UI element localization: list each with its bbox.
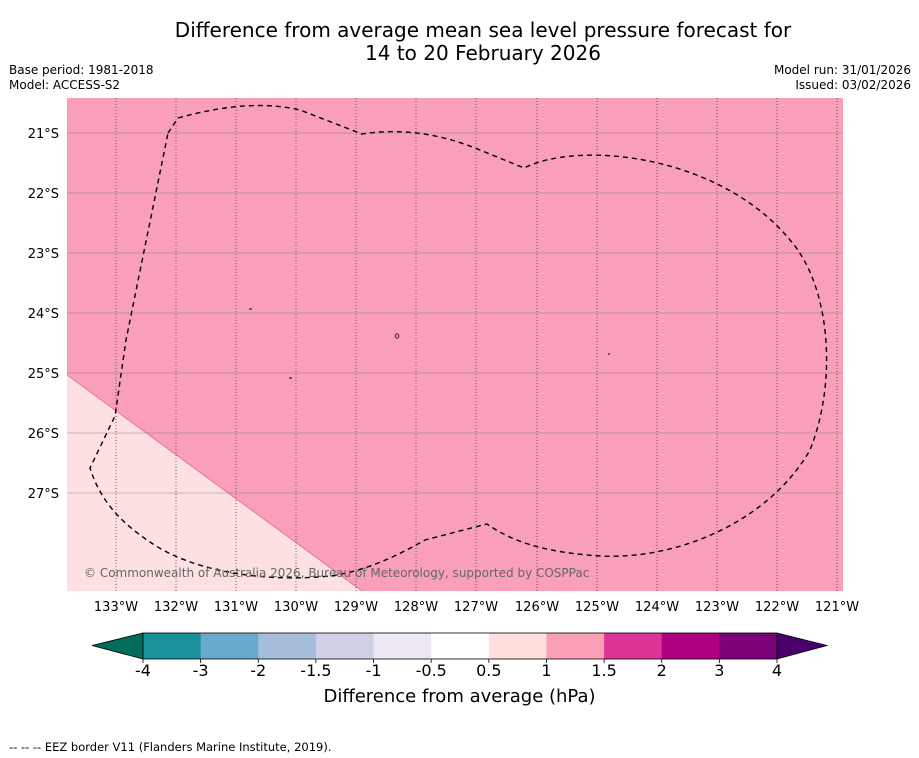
longitude-label: 124°W (635, 600, 679, 615)
meta-right: Model run: 31/01/2026 Issued: 03/02/2026 (774, 63, 911, 93)
colorbar-segment (258, 633, 317, 659)
latitude-label: 22°S (28, 187, 59, 202)
colorbar-tick-label: 1.5 (591, 661, 616, 680)
eez-legend-note: -- -- -- EEZ border V11 (Flanders Marine… (9, 740, 332, 754)
colorbar-tick-label: -2 (250, 661, 266, 680)
island-marker (394, 333, 400, 339)
map-area: © Commonwealth of Australia 2026, Bureau… (67, 98, 843, 591)
colorbar-tick-label: 4 (772, 661, 782, 680)
latitude-label: 25°S (28, 367, 59, 382)
title-line-1: Difference from average mean sea level p… (174, 18, 792, 42)
meta-left: Base period: 1981-2018 Model: ACCESS-S2 (9, 63, 154, 93)
model-run: Model run: 31/01/2026 (773, 63, 911, 77)
colorbar-tick-label: -1 (366, 661, 382, 680)
base-period: Base period: 1981-2018 (9, 63, 154, 77)
latitude-label: 21°S (28, 127, 59, 142)
colorbar: -4 -3 -2 -1.5 -1 -0.5 0.5 1 1.5 2 3 4 (91, 632, 829, 680)
colorbar-over-arrow (776, 632, 829, 660)
chart-title: Difference from average mean sea level p… (0, 19, 919, 65)
latitude-gridlines (67, 132, 843, 494)
longitude-label: 133°W (94, 600, 138, 615)
colorbar-segment (431, 633, 490, 659)
longitude-label: 122°W (755, 600, 799, 615)
longitude-label: 131°W (214, 600, 258, 615)
longitude-label: 121°W (815, 600, 859, 615)
colorbar-segment (200, 633, 259, 659)
colorbar-tick-label: -0.5 (416, 661, 447, 680)
title-line-2: 14 to 20 February 2026 (365, 41, 601, 65)
eez-border (89, 104, 828, 579)
colorbar-segment (604, 633, 663, 659)
longitude-label: 130°W (274, 600, 318, 615)
longitude-label: 127°W (454, 600, 498, 615)
colorbar-tick-label: 1 (541, 661, 551, 680)
copyright-text: © Commonwealth of Australia 2026, Bureau… (84, 566, 589, 580)
latitude-labels: 21°S 22°S 23°S 24°S 25°S 26°S 27°S (28, 127, 59, 502)
longitude-label: 128°W (394, 600, 438, 615)
latitude-label: 26°S (28, 427, 59, 442)
colorbar-tick-label: -1.5 (300, 661, 331, 680)
latitude-label: 24°S (28, 307, 59, 322)
model-name: Model: ACCESS-S2 (9, 78, 121, 92)
colorbar-segments (143, 633, 778, 659)
issued-date: Issued: 03/02/2026 (795, 78, 911, 92)
longitude-labels: 133°W 132°W 131°W 130°W 129°W 128°W 127°W 126°W… (94, 600, 859, 615)
colorbar-tick-labels: -4 -3 -2 -1.5 -1 -0.5 0.5 1 1.5 2 3 4 (135, 659, 782, 680)
colorbar-under-arrow (91, 632, 144, 660)
colorbar-segment (373, 633, 432, 659)
longitude-gridlines (115, 98, 838, 591)
colorbar-tick-label: -4 (135, 661, 151, 680)
colorbar-tick-label: 0.5 (476, 661, 501, 680)
colorbar-label: Difference from average (hPa) (323, 686, 596, 707)
colorbar-segment (143, 633, 202, 659)
longitude-label: 129°W (334, 600, 378, 615)
longitude-label: 123°W (695, 600, 739, 615)
longitude-label: 132°W (154, 600, 198, 615)
colorbar-segment (546, 633, 605, 659)
colorbar-tick-label: -3 (193, 661, 209, 680)
latitude-label: 27°S (28, 487, 59, 502)
colorbar-segment (719, 633, 778, 659)
latitude-label: 23°S (28, 247, 59, 262)
colorbar-segment (661, 633, 720, 659)
longitude-label: 125°W (575, 600, 619, 615)
anomaly-fill-1-1.5 (67, 98, 843, 591)
colorbar-segment (315, 633, 375, 659)
colorbar-tick-label: 3 (714, 661, 724, 680)
longitude-label: 126°W (515, 600, 559, 615)
colorbar-segment (488, 633, 547, 659)
colorbar-tick-label: 2 (657, 661, 667, 680)
colorbar-outline (142, 632, 778, 660)
